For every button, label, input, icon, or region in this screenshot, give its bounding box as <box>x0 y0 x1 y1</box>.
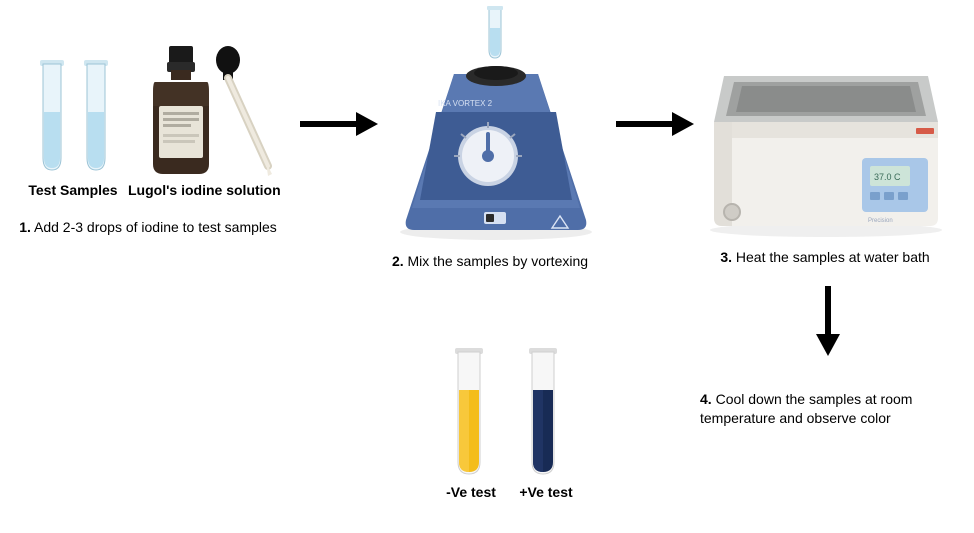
arrow-3-icon <box>814 286 842 361</box>
result-tube-positive <box>526 348 560 481</box>
step-4-number: 4. <box>700 391 712 407</box>
iodine-bottle <box>145 46 217 181</box>
dropper-icon <box>210 46 280 191</box>
step-2-number: 2. <box>392 253 404 269</box>
test-tube-1 <box>38 60 66 177</box>
step-3-text: Heat the samples at water bath <box>736 249 930 265</box>
step-3-caption: 3. Heat the samples at water bath <box>700 248 950 267</box>
step-3-number: 3. <box>720 249 732 265</box>
svg-text:37.0 C: 37.0 C <box>874 172 901 182</box>
label-iodine: Lugol's iodine solution <box>128 182 308 198</box>
vortex-tube-icon <box>486 6 504 65</box>
water-bath: 37.0 C Precision <box>702 62 950 243</box>
svg-text:Precision: Precision <box>868 218 893 224</box>
step-4-text: Cool down the samples at room temperatur… <box>700 391 912 426</box>
step-2-caption: 2. Mix the samples by vortexing <box>360 252 620 271</box>
step-1-caption: 1. Add 2-3 drops of iodine to test sampl… <box>18 218 278 237</box>
result-tube-negative <box>452 348 486 481</box>
step-1-number: 1. <box>19 219 31 235</box>
arrow-1-icon <box>300 110 378 143</box>
step-4-caption: 4. Cool down the samples at room tempera… <box>700 390 950 428</box>
vortex-mixer: IKA VORTEX 2 <box>392 60 600 245</box>
label-neg: -Ve test <box>436 484 506 500</box>
test-tube-2 <box>82 60 110 177</box>
label-pos: +Ve test <box>510 484 582 500</box>
arrow-2-icon <box>616 110 694 143</box>
step-1-text: Add 2-3 drops of iodine to test samples <box>34 219 277 235</box>
step-2-text: Mix the samples by vortexing <box>408 253 589 269</box>
svg-text:IKA VORTEX 2: IKA VORTEX 2 <box>438 99 493 108</box>
label-test-samples: Test Samples <box>18 182 128 198</box>
